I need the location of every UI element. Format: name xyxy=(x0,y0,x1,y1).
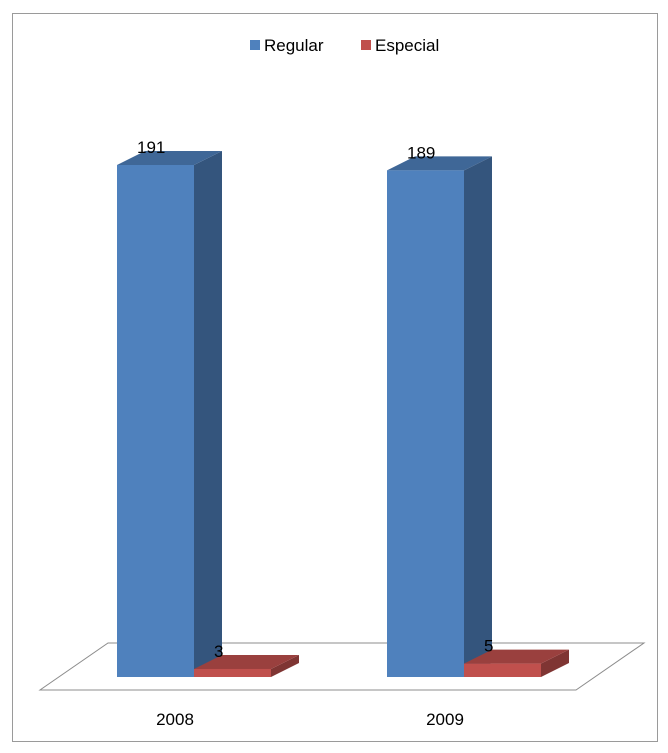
bar-especial-2008 xyxy=(194,654,299,677)
bar-front-face xyxy=(194,668,271,677)
legend-label-regular: Regular xyxy=(264,36,324,55)
bar-front-face xyxy=(464,663,541,677)
bar-top-face xyxy=(387,156,492,171)
legend-label-especial: Especial xyxy=(375,36,439,55)
bar-side-face xyxy=(541,649,569,677)
bar-regular-2009 xyxy=(387,156,492,677)
x-tick-label: 2008 xyxy=(156,710,194,729)
legend-swatch-regular xyxy=(250,40,260,50)
bar-especial-2009 xyxy=(464,649,569,677)
x-tick-label: 2009 xyxy=(426,710,464,729)
legend-swatch-especial xyxy=(361,40,371,50)
bar-front-face xyxy=(117,165,194,677)
legend: Regular Especial xyxy=(250,36,439,55)
data-label-especial-2009: 5 xyxy=(484,637,493,656)
x-axis-ticks: 2008 2009 xyxy=(156,710,464,729)
data-label-regular-2009: 189 xyxy=(407,143,435,162)
bar-side-face xyxy=(464,156,492,677)
bars-group xyxy=(117,151,569,677)
bar-front-face xyxy=(387,170,464,677)
data-label-especial-2008: 3 xyxy=(214,642,223,661)
bar-top-face xyxy=(117,151,222,165)
bar-top-face xyxy=(194,654,299,669)
data-labels: 191 189 3 5 xyxy=(137,138,493,661)
bar-side-face xyxy=(194,151,222,677)
data-label-regular-2008: 191 xyxy=(137,138,165,157)
bar-side-face xyxy=(271,654,299,677)
bar-regular-2008 xyxy=(117,151,222,677)
bar-top-face xyxy=(464,649,569,664)
